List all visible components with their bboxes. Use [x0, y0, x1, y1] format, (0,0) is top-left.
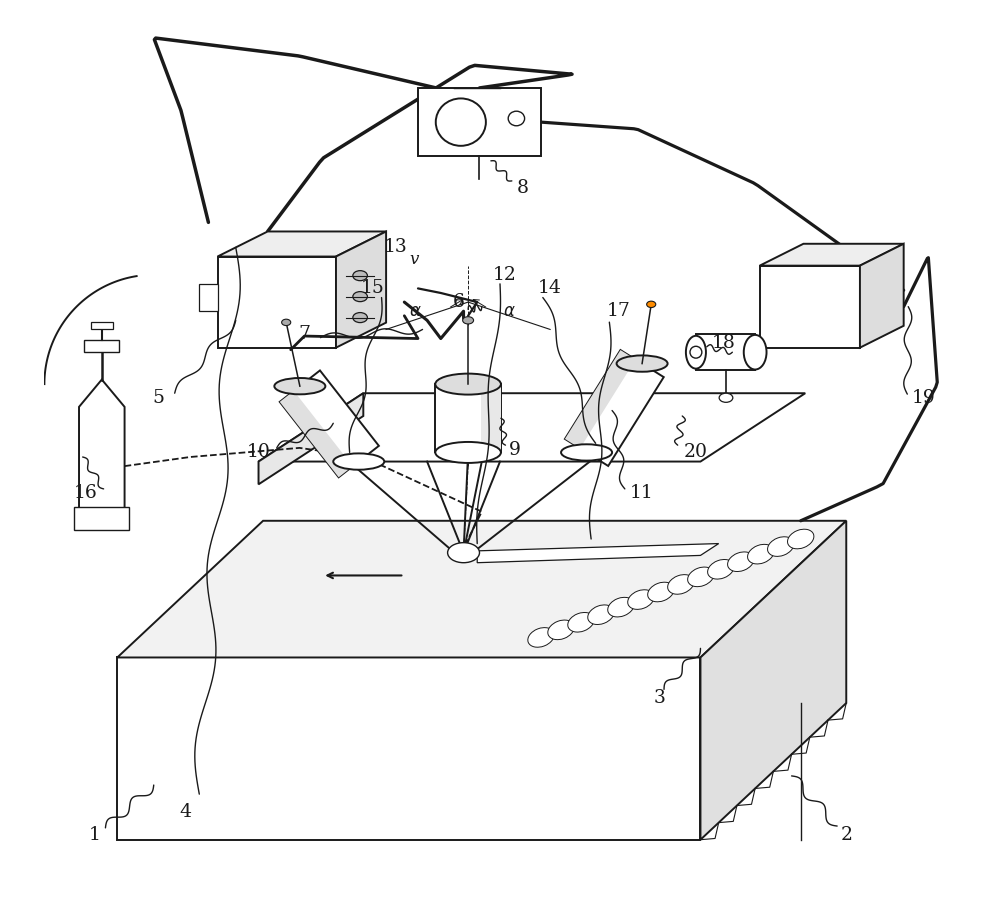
- Polygon shape: [91, 322, 113, 329]
- Text: 8: 8: [517, 179, 529, 197]
- Ellipse shape: [353, 313, 367, 323]
- Text: 1: 1: [89, 826, 100, 845]
- Polygon shape: [700, 521, 846, 840]
- Ellipse shape: [435, 442, 501, 463]
- Ellipse shape: [690, 346, 702, 358]
- Polygon shape: [336, 231, 386, 347]
- Text: 17: 17: [607, 303, 630, 320]
- Ellipse shape: [728, 552, 754, 571]
- Text: 9: 9: [509, 441, 521, 459]
- Polygon shape: [74, 507, 129, 530]
- Ellipse shape: [282, 319, 291, 325]
- Ellipse shape: [333, 453, 384, 470]
- Ellipse shape: [274, 378, 325, 394]
- Ellipse shape: [568, 612, 594, 632]
- Polygon shape: [696, 334, 755, 370]
- Text: 16: 16: [74, 484, 97, 503]
- Polygon shape: [760, 266, 860, 347]
- Text: 19: 19: [912, 388, 936, 407]
- Polygon shape: [477, 544, 719, 563]
- Polygon shape: [259, 393, 363, 484]
- Ellipse shape: [561, 444, 612, 461]
- Text: 2: 2: [840, 826, 852, 845]
- Text: 6: 6: [453, 293, 465, 311]
- Text: 11: 11: [629, 484, 653, 503]
- Text: 18: 18: [711, 335, 735, 352]
- Ellipse shape: [647, 301, 656, 307]
- Ellipse shape: [353, 271, 367, 281]
- Ellipse shape: [436, 99, 486, 146]
- Polygon shape: [481, 384, 501, 452]
- Ellipse shape: [448, 543, 479, 563]
- Polygon shape: [79, 379, 125, 512]
- Ellipse shape: [708, 559, 734, 579]
- Ellipse shape: [788, 529, 814, 548]
- Polygon shape: [117, 657, 700, 840]
- Ellipse shape: [648, 582, 674, 601]
- Polygon shape: [435, 384, 501, 452]
- Text: 13: 13: [383, 239, 407, 257]
- Ellipse shape: [719, 393, 733, 402]
- Text: 15: 15: [360, 280, 384, 297]
- Ellipse shape: [617, 356, 668, 372]
- Polygon shape: [84, 340, 119, 352]
- Ellipse shape: [608, 598, 634, 617]
- Polygon shape: [280, 391, 353, 477]
- Ellipse shape: [435, 374, 501, 395]
- Text: 12: 12: [493, 266, 516, 283]
- Ellipse shape: [628, 590, 654, 610]
- Text: 5: 5: [152, 388, 164, 407]
- Polygon shape: [280, 370, 379, 477]
- Ellipse shape: [588, 605, 614, 624]
- Ellipse shape: [688, 567, 714, 587]
- Ellipse shape: [548, 620, 574, 640]
- Ellipse shape: [668, 575, 694, 594]
- Ellipse shape: [748, 545, 774, 564]
- Text: v: v: [409, 250, 418, 268]
- Text: 7: 7: [298, 325, 310, 343]
- Text: $\alpha$: $\alpha$: [503, 303, 515, 320]
- Ellipse shape: [768, 537, 794, 557]
- Polygon shape: [418, 88, 541, 156]
- Polygon shape: [259, 393, 805, 462]
- Polygon shape: [218, 231, 386, 257]
- Text: 4: 4: [180, 803, 192, 822]
- Text: 14: 14: [538, 280, 562, 297]
- Text: 3: 3: [654, 689, 665, 707]
- Polygon shape: [565, 350, 664, 466]
- Polygon shape: [760, 244, 904, 266]
- Polygon shape: [218, 257, 336, 347]
- Text: $\alpha$: $\alpha$: [409, 303, 422, 320]
- Polygon shape: [199, 284, 218, 311]
- Text: 20: 20: [684, 443, 708, 462]
- Text: 10: 10: [247, 443, 270, 462]
- Ellipse shape: [353, 292, 367, 302]
- Polygon shape: [117, 521, 846, 657]
- Ellipse shape: [528, 628, 554, 647]
- Ellipse shape: [463, 316, 474, 324]
- Polygon shape: [860, 244, 904, 347]
- Ellipse shape: [508, 112, 525, 126]
- Polygon shape: [565, 350, 636, 449]
- Ellipse shape: [686, 335, 706, 368]
- Ellipse shape: [744, 335, 767, 369]
